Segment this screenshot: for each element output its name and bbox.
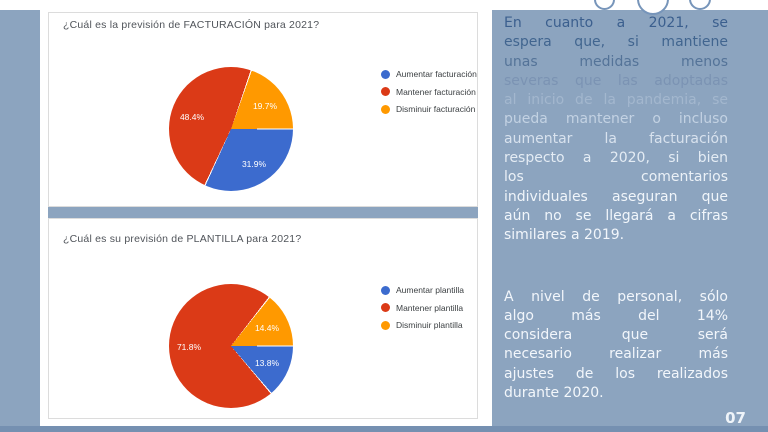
pie-slice-label: 31.9% bbox=[241, 159, 267, 169]
legend-item: Aumentar plantilla bbox=[381, 285, 464, 295]
legend-color-dot bbox=[381, 285, 390, 295]
pie-slice-label: 14.4% bbox=[254, 323, 280, 333]
legend-color-dot bbox=[381, 303, 390, 312]
legend-item: Disminuir plantilla bbox=[381, 320, 464, 330]
chart-legend: Aumentar plantilla Mantener plantilla Di… bbox=[381, 285, 464, 330]
text-line: unas medidas menos bbox=[504, 53, 728, 70]
text-line: aumentar la facturación bbox=[504, 130, 728, 147]
text-line: A nivel de personal, sólo bbox=[504, 288, 728, 305]
plantilla-question: ¿Cuál es su previsión de PLANTILLA para … bbox=[63, 233, 302, 245]
text-line: los comentarios bbox=[504, 169, 728, 186]
pie-slice-label: 71.8% bbox=[176, 342, 202, 352]
text-line: aún no se llegará a cifras bbox=[504, 207, 728, 224]
facturacion-pie-chart: 31.9% 48.4% 19.7% bbox=[169, 67, 293, 191]
decorative-circle-icon bbox=[594, 0, 615, 10]
legend-label: Aumentar facturación bbox=[396, 69, 477, 79]
text-line: En cuanto a 2021, se bbox=[504, 15, 728, 31]
text-line: respecto a 2020, si bien bbox=[504, 150, 728, 167]
page-number: 07 bbox=[725, 409, 746, 427]
text-line: necesario realizar más bbox=[504, 346, 728, 363]
legend-label: Mantener facturación bbox=[396, 86, 476, 97]
pie-slice-label: 19.7% bbox=[252, 101, 278, 111]
text-line: algo más del 14% bbox=[504, 307, 728, 324]
footer-bar bbox=[0, 426, 768, 432]
text-line: considera que será bbox=[504, 327, 728, 344]
legend-item: Aumentar facturación bbox=[381, 69, 477, 79]
right-text-panel-background bbox=[492, 10, 768, 426]
divider-strip bbox=[48, 207, 478, 218]
legend-item: Disminuir facturación bbox=[381, 104, 477, 114]
chart-legend: Aumentar facturación Mantener facturació… bbox=[381, 69, 477, 114]
legend-label: Disminuir facturación bbox=[396, 104, 476, 114]
text-line: individuales aseguran que bbox=[504, 188, 728, 205]
pie-slice-label: 48.4% bbox=[179, 112, 205, 122]
pie-slice-label: 13.8% bbox=[254, 358, 280, 368]
legend-label: Disminuir plantilla bbox=[396, 320, 463, 330]
text-line: similares a 2019. bbox=[504, 227, 625, 244]
legend-label: Mantener plantilla bbox=[396, 302, 464, 313]
forecast-paragraph-1: En cuanto a 2021, se espera que, si manti… bbox=[504, 14, 728, 246]
legend-item: Mantener plantilla bbox=[381, 303, 464, 313]
right-text-panel: En cuanto a 2021, se espera que, si manti… bbox=[492, 10, 768, 403]
legend-color-dot bbox=[381, 69, 390, 79]
text-line: durante 2020. bbox=[504, 385, 604, 402]
legend-item: Mantener facturación bbox=[381, 87, 477, 97]
text-line: severas que las adoptadas bbox=[504, 72, 728, 89]
text-line: pueda mantener o incluso bbox=[504, 111, 728, 128]
text-line: ajustes de los realizados bbox=[504, 365, 728, 382]
plantilla-chart-card: ¿Cuál es su previsión de PLANTILLA para … bbox=[48, 218, 478, 419]
text-line: espera que, si mantiene bbox=[504, 34, 728, 51]
forecast-paragraph-2: A nivel de personal, sólo algo más del 14… bbox=[504, 288, 728, 404]
left-accent-strip bbox=[0, 10, 40, 426]
legend-color-dot bbox=[381, 320, 390, 330]
plantilla-pie-chart: 13.8% 71.8% 14.4% bbox=[169, 284, 293, 408]
legend-color-dot bbox=[381, 87, 390, 96]
decorative-circle-icon bbox=[689, 0, 711, 10]
facturacion-question: ¿Cuál es la previsión de FACTURACIÓN par… bbox=[63, 19, 320, 31]
facturacion-chart-card: ¿Cuál es la previsión de FACTURACIÓN par… bbox=[48, 12, 478, 207]
text-line: al inicio de la pandemia, se bbox=[504, 92, 728, 109]
legend-color-dot bbox=[381, 104, 390, 114]
legend-label: Aumentar plantilla bbox=[396, 285, 465, 295]
